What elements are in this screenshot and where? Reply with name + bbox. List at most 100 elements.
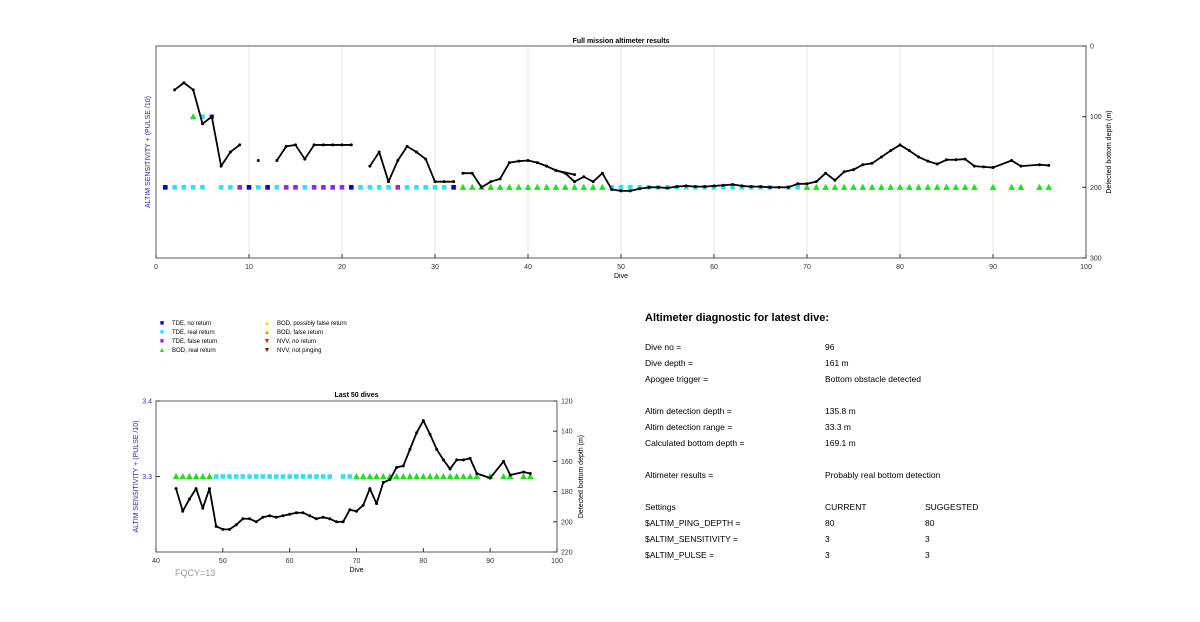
marker-tde_real: [227, 474, 232, 479]
x-tick-label: 100: [1080, 264, 1092, 271]
depth-point: [468, 456, 472, 460]
marker-tde_real: [228, 185, 233, 190]
marker-tde_real: [200, 114, 205, 119]
marker-bod_real: [406, 472, 414, 480]
sensitivity-suggested: 3: [925, 534, 930, 544]
legend-item: ■ TDE, real return: [158, 329, 215, 337]
marker-tde_real: [260, 474, 266, 479]
depth-point: [526, 158, 530, 162]
depth-point: [194, 487, 198, 491]
detection-range-row: Altim detection range = 33.3 m: [645, 422, 1105, 438]
x-tick-label: 70: [353, 558, 361, 565]
y-tick-label-left: 3.4: [142, 399, 152, 406]
marker-bod_real: [379, 472, 387, 480]
marker-tde_no: [349, 185, 354, 190]
marker-tde_real: [618, 185, 624, 190]
depth-point: [528, 471, 532, 475]
marker-tde_real: [200, 185, 205, 190]
marker-tde_real: [609, 185, 614, 190]
y-tick-label: 200: [1090, 185, 1102, 192]
depth-point: [442, 180, 446, 184]
marker-bod_real: [571, 183, 578, 190]
marker-bod_real: [831, 183, 839, 190]
marker-bod_real: [186, 472, 193, 480]
depth-point: [349, 143, 353, 147]
depth-point: [455, 458, 459, 462]
full-mission-chart: 0 10 20 30 40 50 60 70 80 90 100 0 100 200 300 Full mis…: [145, 38, 1113, 280]
detection-range-value: 33.3 m: [825, 422, 851, 432]
marker-tde_real: [314, 474, 319, 479]
sensitivity-row: $ALTIM_SENSITIVITY = 3 3: [645, 534, 1105, 550]
depth-point: [361, 503, 365, 507]
depth-point: [861, 163, 865, 167]
marker-legend: ■ TDE, no return ■ TDE, real return ■ TDE, fa…: [158, 320, 398, 366]
depth-point: [388, 478, 392, 482]
depth-point: [228, 150, 232, 154]
chart-title: Last 50 dives: [335, 392, 379, 399]
depth-point: [301, 511, 305, 515]
depth-point: [340, 143, 344, 147]
marker-bod_real: [189, 113, 197, 120]
altimeter-diagnostic-panel: Altimeter diagnostic for latest dive: Di…: [645, 312, 1105, 566]
x-tick-label: 90: [989, 264, 997, 271]
legend-item: ▲ BOD, real return: [158, 347, 216, 355]
legend-label: BOD, real return: [172, 348, 216, 354]
depth-point: [321, 515, 325, 519]
y-tick-label-left: 3.3: [142, 474, 152, 481]
marker-tde_real: [432, 185, 438, 190]
depth-point: [355, 509, 358, 513]
ping-depth-suggested: 80: [925, 518, 935, 528]
marker-bod_real: [1036, 183, 1043, 190]
marker-bod_real: [971, 183, 978, 190]
y-axis-label-left: ALTIM SENSITIVITY + (PULSE /10): [133, 421, 140, 533]
marker-tde_false: [321, 185, 326, 190]
depth-point: [187, 497, 191, 501]
legend-item: ▲ BOD, possibly false return: [263, 320, 347, 328]
depth-point: [428, 432, 432, 436]
marker-bod_real: [359, 472, 367, 480]
marker-bod_real: [524, 183, 532, 190]
marker-tde_false: [330, 185, 335, 190]
marker-tde_real: [190, 185, 196, 190]
chart-title: Full mission altimeter results: [573, 38, 670, 45]
marker-tde_real: [320, 474, 326, 479]
depth-point: [275, 158, 279, 162]
depth-point: [238, 143, 242, 147]
depth-point: [759, 185, 762, 189]
depth-point: [256, 158, 260, 162]
marker-bod_real: [399, 472, 407, 480]
depth-point: [796, 182, 800, 186]
depth-point: [502, 459, 506, 463]
altimeter-results-label: Altimeter results =: [645, 470, 714, 480]
depth-point: [191, 88, 195, 92]
marker-bod_real: [426, 472, 434, 480]
depth-point: [545, 164, 549, 168]
pulse-current: 3: [825, 550, 830, 560]
calculated-depth-row: Calculated bottom depth = 169.1 m: [645, 438, 1105, 454]
legend-item: ■ TDE, no return: [158, 320, 211, 328]
depth-point: [181, 509, 185, 513]
last-50-dives-chart: 40 50 60 70 80 90 100 3.4 3.3 120 140 160 180 200 220 L…: [133, 392, 585, 574]
marker-bod_real: [543, 183, 550, 190]
depth-point: [461, 458, 465, 462]
marker-bod_real: [859, 183, 867, 190]
triangle-up-marker-icon: ▲: [263, 329, 271, 336]
depth-point: [1010, 158, 1014, 162]
depth-point: [405, 144, 409, 148]
marker-tde_false: [283, 185, 289, 190]
depth-point: [777, 185, 781, 189]
x-axis-label: Dive: [349, 567, 363, 574]
depth-point: [294, 143, 297, 147]
marker-bod_real: [1008, 183, 1015, 190]
marker-bod_real: [924, 183, 932, 190]
marker-tde_no: [265, 185, 270, 190]
depth-line: [369, 145, 454, 183]
marker-bod_real: [952, 183, 960, 190]
depth-point: [294, 511, 298, 515]
marker-bod_real: [813, 183, 820, 190]
settings-label: Settings: [645, 502, 676, 512]
marker-tde_real: [287, 474, 292, 479]
depth-point: [600, 171, 604, 175]
calculated-depth-label: Calculated bottom depth =: [645, 438, 745, 448]
depth-point: [173, 88, 177, 92]
